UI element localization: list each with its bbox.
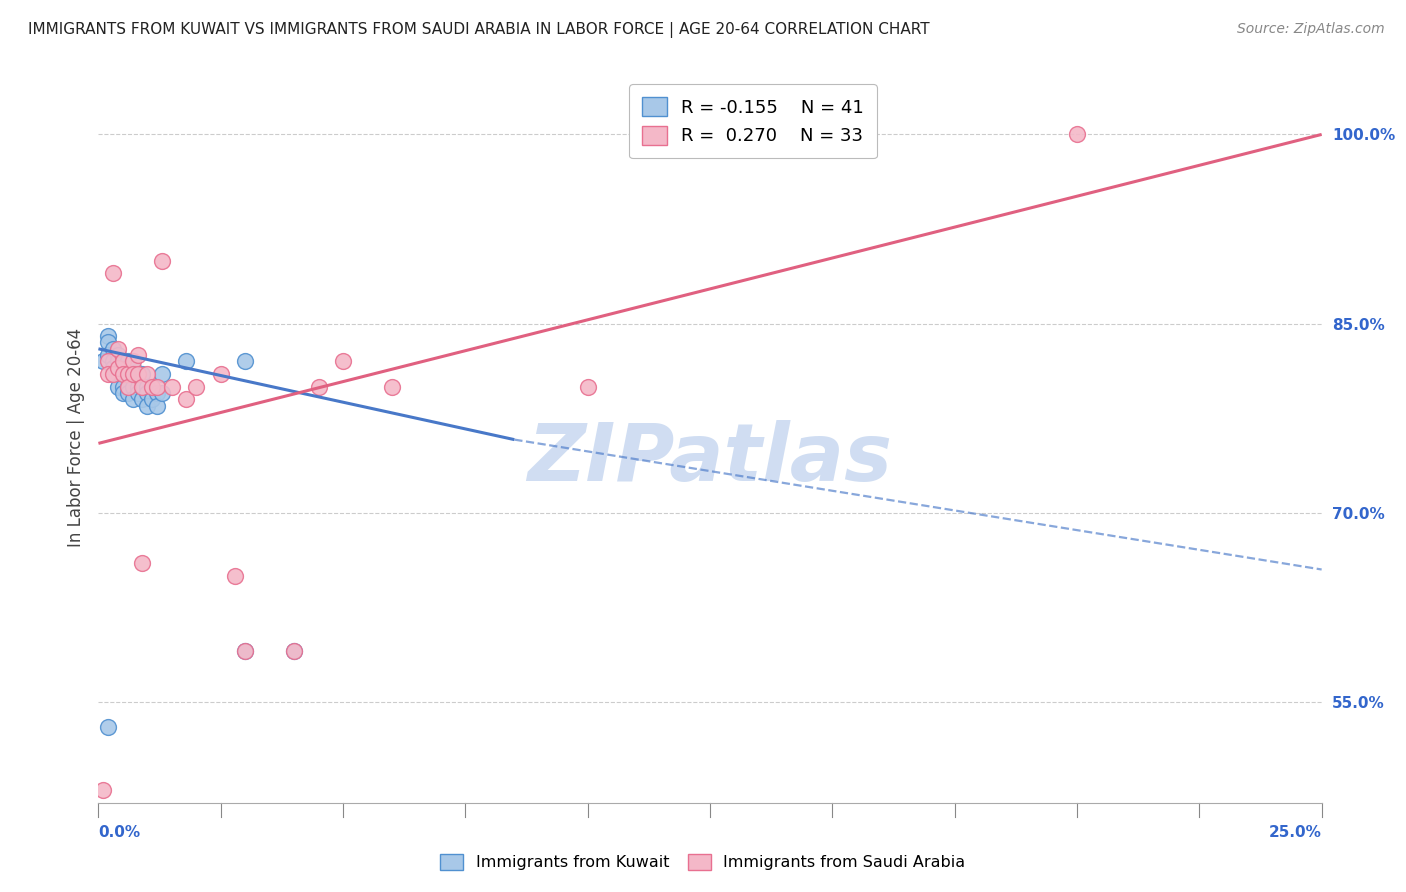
- Point: [91, 354, 114, 368]
- Point: [136, 379, 159, 393]
- Point: [224, 569, 246, 583]
- Point: [176, 392, 198, 407]
- Point: [150, 367, 173, 381]
- Point: [121, 354, 143, 368]
- Text: 25.0%: 25.0%: [1268, 825, 1322, 840]
- Point: [121, 367, 143, 381]
- Point: [141, 379, 163, 393]
- Y-axis label: In Labor Force | Age 20-64: In Labor Force | Age 20-64: [66, 327, 84, 547]
- Point: [186, 379, 208, 393]
- Point: [111, 367, 134, 381]
- Point: [160, 379, 183, 393]
- Text: IMMIGRANTS FROM KUWAIT VS IMMIGRANTS FROM SAUDI ARABIA IN LABOR FORCE | AGE 20-6: IMMIGRANTS FROM KUWAIT VS IMMIGRANTS FRO…: [28, 22, 929, 38]
- Point: [91, 783, 114, 797]
- Point: [97, 329, 120, 343]
- Point: [97, 354, 120, 368]
- Point: [136, 367, 159, 381]
- Point: [176, 354, 198, 368]
- Text: ZIPatlas: ZIPatlas: [527, 420, 893, 498]
- Point: [97, 367, 120, 381]
- Point: [117, 379, 139, 393]
- Point: [131, 379, 153, 393]
- Point: [117, 360, 139, 375]
- Point: [233, 354, 256, 368]
- Point: [101, 367, 124, 381]
- Point: [121, 392, 143, 407]
- Point: [150, 253, 173, 268]
- Point: [308, 379, 330, 393]
- Legend: Immigrants from Kuwait, Immigrants from Saudi Arabia: Immigrants from Kuwait, Immigrants from …: [434, 847, 972, 877]
- Point: [107, 342, 129, 356]
- Text: 0.0%: 0.0%: [98, 825, 141, 840]
- Point: [283, 644, 305, 658]
- Point: [107, 367, 129, 381]
- Point: [233, 644, 256, 658]
- Legend: R = -0.155    N = 41, R =  0.270    N = 33: R = -0.155 N = 41, R = 0.270 N = 33: [628, 84, 877, 158]
- Point: [131, 556, 153, 570]
- Point: [381, 379, 404, 393]
- Point: [131, 367, 153, 381]
- Point: [97, 720, 120, 734]
- Point: [111, 386, 134, 401]
- Point: [332, 354, 354, 368]
- Point: [101, 354, 124, 368]
- Point: [146, 399, 169, 413]
- Point: [136, 399, 159, 413]
- Point: [121, 367, 143, 381]
- Point: [283, 644, 305, 658]
- Point: [111, 354, 134, 368]
- Point: [101, 360, 124, 375]
- Point: [101, 266, 124, 280]
- Point: [101, 342, 124, 356]
- Point: [127, 367, 149, 381]
- Point: [107, 360, 129, 375]
- Point: [127, 379, 149, 393]
- Point: [117, 367, 139, 381]
- Point: [150, 386, 173, 401]
- Text: Source: ZipAtlas.com: Source: ZipAtlas.com: [1237, 22, 1385, 37]
- Point: [117, 354, 139, 368]
- Point: [141, 392, 163, 407]
- Point: [107, 348, 129, 362]
- Point: [146, 379, 169, 393]
- Point: [121, 379, 143, 393]
- Point: [107, 379, 129, 393]
- Point: [136, 386, 159, 401]
- Point: [107, 354, 129, 368]
- Point: [111, 360, 134, 375]
- Point: [97, 348, 120, 362]
- Point: [127, 386, 149, 401]
- Point: [146, 386, 169, 401]
- Point: [209, 367, 232, 381]
- Point: [117, 379, 139, 393]
- Point: [233, 644, 256, 658]
- Point: [131, 392, 153, 407]
- Point: [117, 386, 139, 401]
- Point: [1066, 128, 1088, 142]
- Point: [121, 360, 143, 375]
- Point: [111, 367, 134, 381]
- Point: [131, 379, 153, 393]
- Point: [97, 335, 120, 350]
- Point: [127, 348, 149, 362]
- Point: [111, 379, 134, 393]
- Point: [576, 379, 599, 393]
